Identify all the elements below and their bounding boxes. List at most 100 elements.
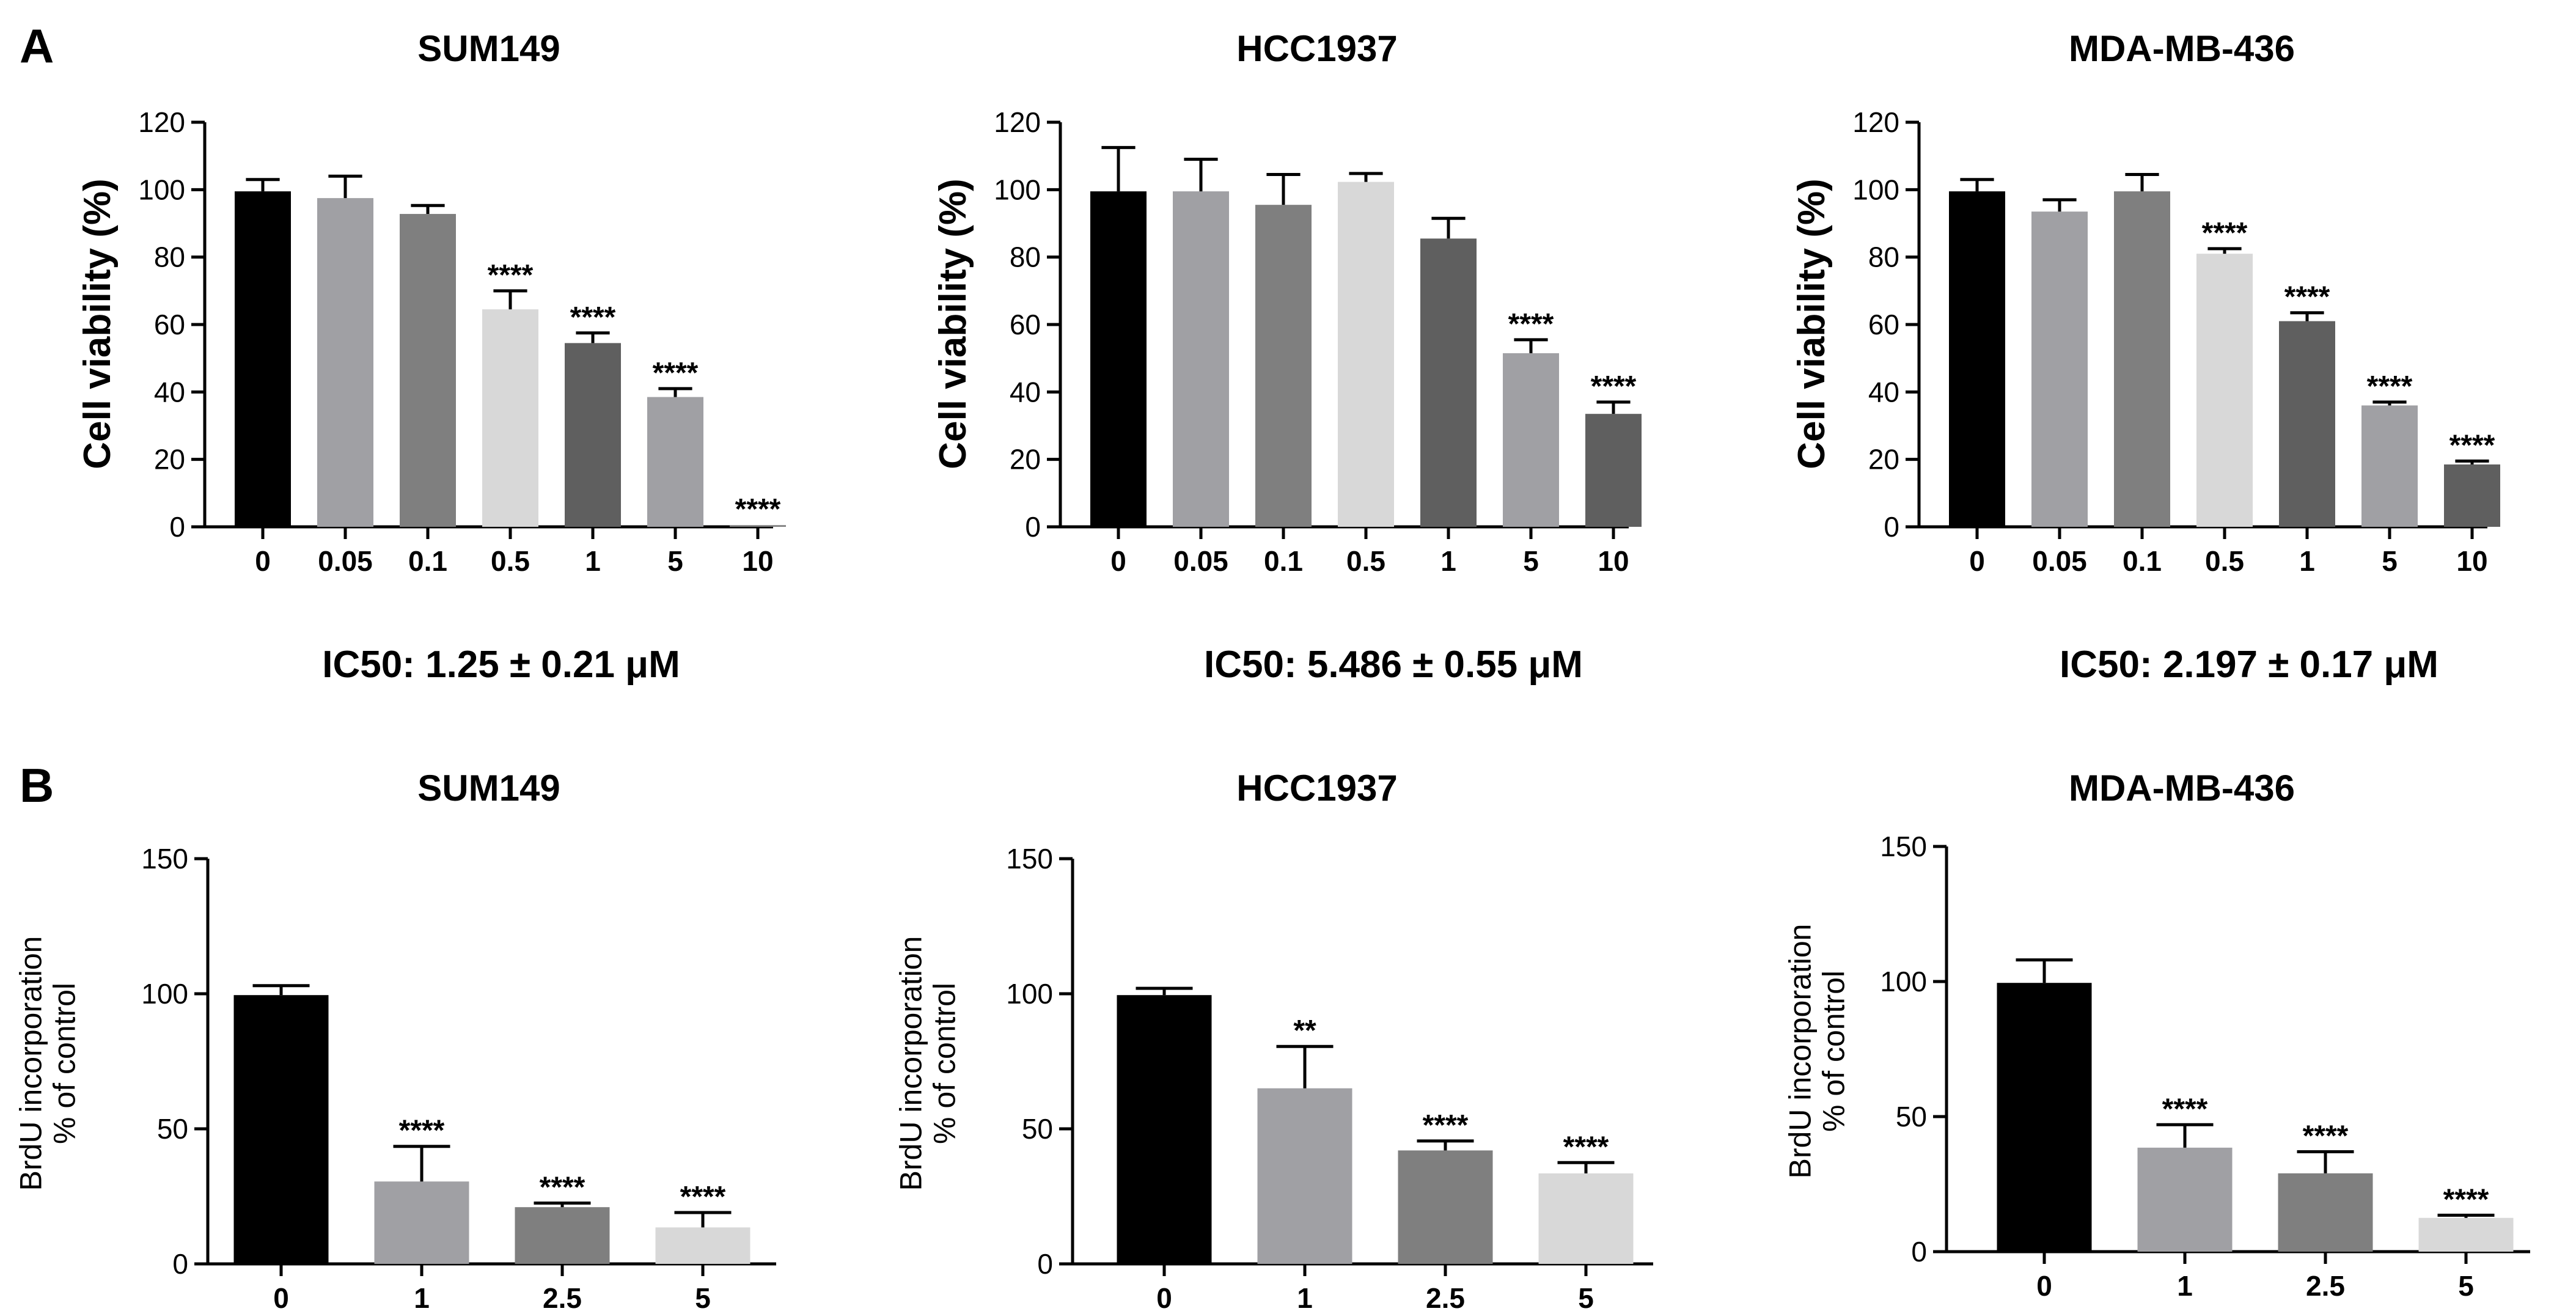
y-axis-label: Cell viability (%) [1791,178,1833,469]
ic50-label-sum149: IC50: 1.25 ± 0.21 μM [322,644,680,686]
x-tick-label: 1 [1440,545,1456,577]
y-tick-label: 120 [1852,106,1899,138]
y-tick-label: 0 [1911,1236,1927,1268]
bar-1 [2279,321,2335,527]
bar-1 [1257,1088,1352,1264]
bar-2.5 [1398,1150,1493,1264]
y-tick-label: 50 [157,1113,188,1145]
x-tick-label: 2.5 [2306,1270,2345,1302]
y-tick-label: 50 [1896,1101,1927,1132]
bar-10 [2444,464,2500,527]
significance-label: **** [2449,429,2495,461]
bar-1 [374,1181,469,1264]
bar-5 [2361,405,2418,527]
bar-0.1 [2114,191,2170,527]
bar-0.1 [400,214,456,527]
y-tick-label: 60 [154,309,185,340]
x-tick-label: 0.5 [491,545,530,577]
significance-label: **** [735,493,781,526]
x-tick-label: 2.5 [543,1282,582,1314]
bar-0.05 [1173,191,1229,527]
bar-5 [647,397,703,527]
x-tick-label: 10 [742,545,773,577]
x-tick-label: 5 [2382,545,2398,577]
y-tick-label: 150 [141,843,188,875]
y-tick-label: 80 [1868,241,1899,273]
significance-label: **** [653,357,699,389]
bar-1 [2137,1147,2233,1252]
y-axis-label: % of control [928,983,962,1144]
y-tick-label: 40 [1868,376,1899,408]
panel-b-letter: B [20,758,54,812]
significance-label: **** [2303,1120,2349,1152]
x-tick-label: 0.1 [408,545,447,577]
bar-0 [1090,191,1147,527]
y-tick-label: 100 [1852,174,1899,205]
significance-label: **** [540,1172,585,1204]
y-axis-label: Cell viability (%) [76,178,119,469]
bar-2.5 [2278,1173,2373,1252]
bar-10 [730,525,786,527]
bar-0.05 [2031,211,2088,527]
y-tick-label: 100 [141,978,188,1010]
x-tick-label: 0 [1969,545,1985,577]
y-axis-label: BrdU incorporation [1783,924,1818,1179]
y-tick-label: 60 [1010,309,1041,340]
significance-label: **** [570,301,616,334]
x-tick-label: 5 [1523,545,1539,577]
significance-label: **** [1423,1109,1469,1142]
chart-title: SUM149 [417,768,560,809]
bar-2.5 [515,1207,610,1264]
x-tick-label: 10 [2456,545,2487,577]
y-axis-label: BrdU incorporation [14,936,48,1191]
bar-0 [1997,983,2092,1252]
significance-label: **** [2284,281,2330,314]
y-tick-label: 80 [154,241,185,273]
chart-title: SUM149 [417,28,560,69]
bar-0.5 [2196,254,2253,527]
bar-5 [655,1227,750,1264]
y-tick-label: 100 [1006,978,1053,1010]
x-tick-label: 5 [695,1282,711,1314]
significance-label: **** [2162,1093,2208,1125]
y-axis-label: BrdU incorporation [894,936,928,1191]
chart-title: HCC1937 [1236,28,1397,69]
x-tick-label: 5 [1578,1282,1594,1314]
y-tick-label: 20 [1868,444,1899,475]
x-tick-label: 1 [585,545,601,577]
bar-5 [1503,353,1559,527]
x-tick-label: 0.05 [318,545,373,577]
bar-1 [1420,238,1477,527]
y-tick-label: 40 [1010,376,1041,408]
y-tick-label: 0 [172,1248,188,1280]
x-tick-label: 0 [1156,1282,1172,1314]
bar-0 [1949,191,2005,527]
y-tick-label: 100 [994,174,1041,205]
x-tick-label: 1 [1297,1282,1313,1314]
y-tick-label: 0 [1037,1248,1053,1280]
significance-label: **** [2443,1183,2489,1216]
x-tick-label: 0.5 [1346,545,1385,577]
bar-0 [1117,995,1212,1264]
x-tick-label: 1 [414,1282,430,1314]
bar-10 [1585,414,1642,527]
y-axis-label: Cell viability (%) [932,178,974,469]
y-tick-label: 150 [1006,843,1053,875]
significance-label: **** [488,259,534,292]
x-tick-label: 0 [2036,1270,2052,1302]
bar-0.5 [1338,182,1394,527]
y-tick-label: 50 [1022,1113,1053,1145]
chart-title: MDA-MB-436 [2069,28,2295,69]
x-tick-label: 0 [255,545,271,577]
ic50-label-hcc1937: IC50: 5.486 ± 0.55 μM [1204,644,1583,686]
y-tick-label: 40 [154,376,185,408]
x-tick-label: 10 [1598,545,1629,577]
y-tick-label: 120 [994,106,1041,138]
